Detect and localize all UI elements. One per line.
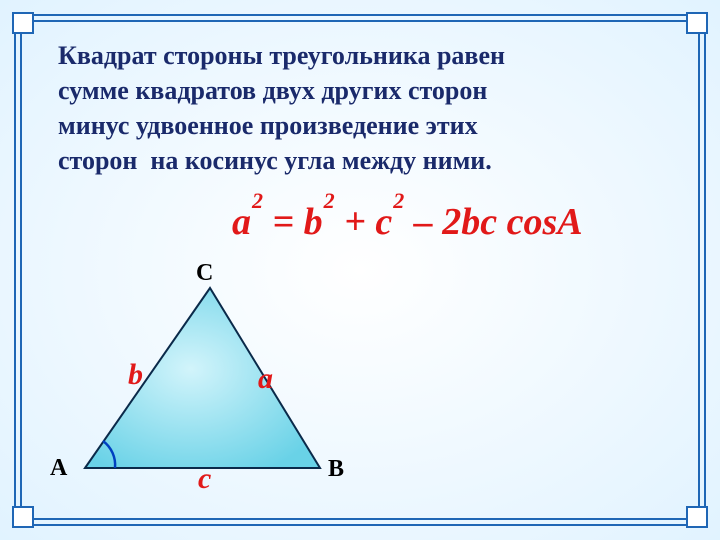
vertex-label-A: A (50, 455, 67, 482)
theorem-line3: минус удвоенное произведение этих (58, 111, 478, 140)
formula-a-sup: 2 (252, 188, 263, 213)
side-label-c: c (198, 462, 211, 496)
theorem-text: Квадрат стороны треугольника равен сумме… (58, 38, 668, 178)
side-label-b: b (128, 358, 143, 392)
frame-corner-tr (686, 12, 708, 34)
theorem-line4a: сторон (58, 146, 137, 175)
formula-a: a (232, 201, 251, 243)
theorem-line4b: на косинус угла между ними. (150, 146, 491, 175)
theorem-line1: Квадрат стороны треугольника равен (58, 41, 505, 70)
slide-root: Квадрат стороны треугольника равен сумме… (0, 0, 720, 540)
vertex-label-B: B (328, 456, 344, 483)
formula-c: c (375, 201, 392, 243)
formula-plus: + (335, 201, 376, 243)
frame-corner-bl (12, 506, 34, 528)
side-label-a: a (258, 362, 273, 396)
formula-c-sup: 2 (393, 188, 404, 213)
formula-eq: = (263, 201, 304, 243)
formula: a2 = b2 + c2 – 2bc cosA (232, 200, 583, 244)
vertex-label-C: C (196, 260, 213, 287)
frame-corner-br (686, 506, 708, 528)
formula-2bccosA: 2bc cosA (442, 201, 582, 243)
frame-corner-tl (12, 12, 34, 34)
theorem-line2: сумме квадратов двух других сторон (58, 76, 487, 105)
formula-minus: – (404, 201, 442, 243)
formula-b: b (304, 201, 323, 243)
formula-b-sup: 2 (324, 188, 335, 213)
triangle-polygon (85, 288, 320, 468)
